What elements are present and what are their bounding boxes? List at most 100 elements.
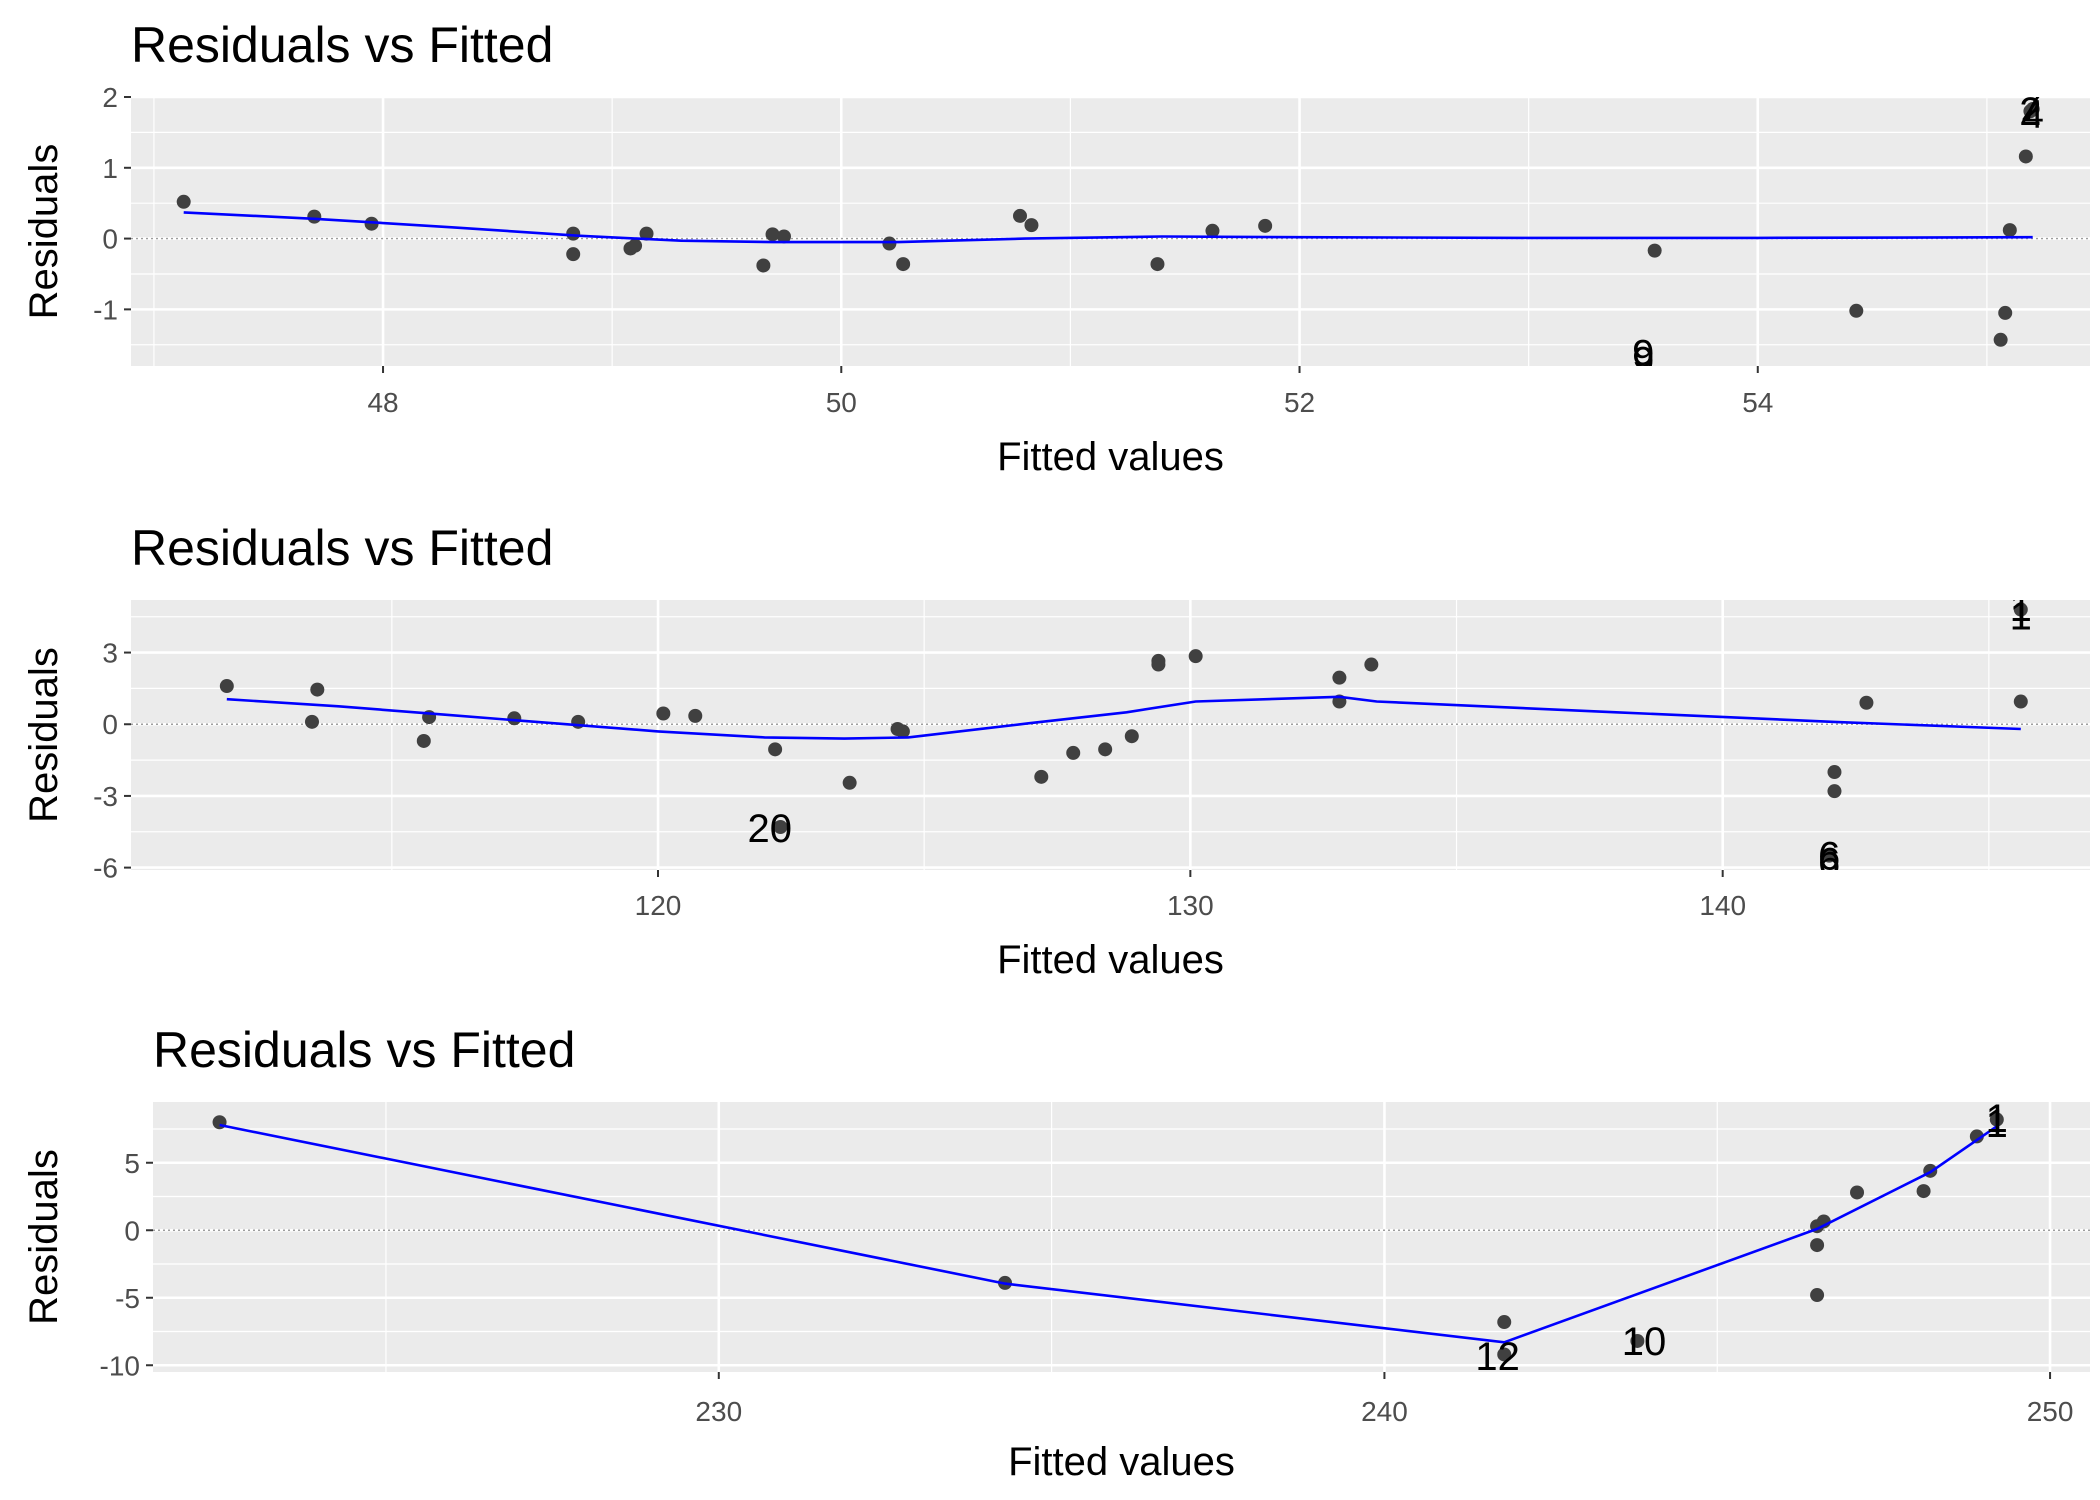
residual-point [1258, 218, 1273, 233]
outlier-label: 1 [1986, 1102, 2008, 1146]
plot-title: Residuals vs Fitted [131, 17, 553, 73]
outlier-labels: 724 99 [1632, 87, 2044, 383]
residual-point [1124, 729, 1139, 744]
residual-point [765, 227, 780, 242]
residual-point [566, 247, 581, 262]
y-axis-title: Residuals [22, 1149, 66, 1325]
residual-point [639, 226, 654, 241]
residual-point [1850, 1185, 1865, 1200]
residual-point [364, 216, 379, 231]
outlier-label: 10 [1622, 1320, 1667, 1364]
residual-point [310, 682, 325, 697]
y-tick-label: -3 [93, 781, 118, 812]
residual-point [1205, 223, 1220, 238]
y-tick-label: 5 [124, 1148, 140, 1179]
residual-point [1849, 303, 1864, 318]
smooth-line [219, 1123, 1998, 1344]
residual-point [2013, 602, 2028, 617]
outlier-labels: 20 66 11 [748, 586, 2032, 885]
y-tick-label: -6 [93, 853, 118, 884]
residual-point [1332, 670, 1347, 685]
residual-point [1647, 243, 1662, 258]
y-tick-label: 2 [102, 82, 118, 113]
residual-point [1859, 695, 1874, 710]
x-axis-title: Fitted values [997, 435, 1224, 479]
residual-point [307, 209, 322, 224]
residual-point [566, 226, 581, 241]
outlier-label: 1 [1986, 1097, 2008, 1141]
x-tick-label: 120 [635, 890, 682, 921]
outlier-label: 1 [2010, 586, 2032, 630]
residual-point [1364, 657, 1379, 672]
y-axis-title: Residuals [22, 647, 66, 823]
residual-point [1150, 257, 1165, 272]
x-tick-label: 240 [1361, 1396, 1408, 1427]
outlier-label: 6 [1818, 835, 1840, 879]
plot-title: Residuals vs Fitted [153, 1022, 575, 1078]
plot-title: Residuals vs Fitted [131, 520, 553, 576]
residual-point [1024, 218, 1039, 233]
residual-point [773, 819, 788, 834]
y-tick-label: 3 [102, 638, 118, 669]
smooth-line [226, 695, 2021, 740]
residual-point [1969, 1129, 1984, 1144]
x-tick-label: 54 [1742, 387, 1773, 418]
residual-point [1810, 1288, 1825, 1303]
residual-point [2018, 149, 2033, 164]
residual-point [1827, 765, 1842, 780]
x-tick-label: 52 [1284, 387, 1315, 418]
outlier-label: 4 [2022, 92, 2044, 136]
residual-point [896, 257, 911, 272]
x-axis-title: Fitted values [1008, 1440, 1235, 1484]
residual-point [1497, 1315, 1512, 1330]
residual-point [688, 708, 703, 723]
y-tick-label: -1 [93, 294, 118, 325]
x-tick-label: 250 [2027, 1396, 2074, 1427]
residual-point [416, 733, 431, 748]
y-tick-label: 0 [102, 709, 118, 740]
x-tick-label: 230 [695, 1396, 742, 1427]
y-tick-label: 0 [102, 224, 118, 255]
residual-point [507, 711, 522, 726]
x-tick-label: 130 [1167, 890, 1214, 921]
outlier-label: 7 [2019, 87, 2041, 131]
x-tick-label: 140 [1699, 890, 1746, 921]
x-tick-label: 50 [826, 387, 857, 418]
outlier-label: 6 [1818, 841, 1840, 885]
residual-point [1993, 332, 2008, 347]
residual-point [2013, 694, 2028, 709]
residual-point [895, 724, 910, 739]
residual-point [1630, 1333, 1645, 1348]
residual-plot-2: 120 130 140 -6 -3 0 3 20 66 11 Residuals vs Fitted… [22, 520, 2090, 982]
residual-point [1827, 784, 1842, 799]
residual-point [2002, 223, 2017, 238]
residual-point [882, 236, 897, 251]
residual-point [219, 679, 234, 694]
residual-point [1810, 1238, 1825, 1253]
y-tick-label: -10 [100, 1350, 140, 1381]
residual-point [768, 742, 783, 757]
residual-point [842, 775, 857, 790]
y-tick-label: -5 [115, 1283, 140, 1314]
residual-point [1497, 1347, 1512, 1362]
panel-background [131, 600, 2090, 870]
residual-point [304, 714, 319, 729]
residual-plot-3: 230 240 250 -10 -5 0 5 12 10 11 Residuals vs Fitte… [22, 1022, 2090, 1484]
residual-point [2025, 102, 2040, 117]
smooth-line [183, 211, 2033, 244]
y-tick-label: 1 [102, 153, 118, 184]
outlier-label: 1 [2010, 595, 2032, 639]
x-axis-title: Fitted values [997, 938, 1224, 982]
panel-background [131, 97, 2090, 366]
outlier-label: 9 [1632, 332, 1654, 376]
residual-point [777, 229, 791, 244]
residual-point [1188, 649, 1203, 664]
outlier-label: 9 [1632, 339, 1654, 383]
residual-point [1916, 1184, 1931, 1199]
residual-point [756, 258, 771, 273]
residual-point [1989, 1112, 2004, 1127]
residual-point [1066, 745, 1081, 760]
outlier-label: 12 [1475, 1335, 1520, 1379]
